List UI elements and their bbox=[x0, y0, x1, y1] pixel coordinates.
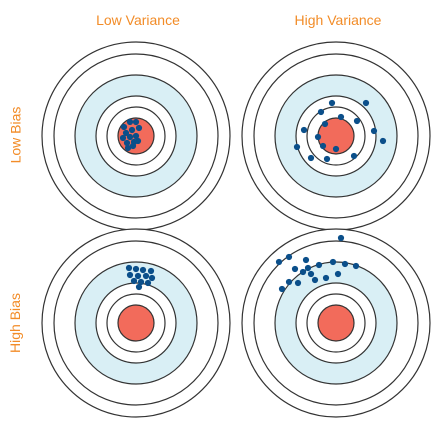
point bbox=[315, 261, 323, 269]
point bbox=[147, 267, 155, 275]
point bbox=[293, 143, 301, 151]
points-low-bias-low-variance bbox=[119, 118, 143, 152]
point bbox=[337, 234, 345, 242]
point bbox=[285, 278, 293, 286]
point bbox=[352, 262, 360, 270]
point bbox=[317, 108, 325, 116]
point bbox=[285, 253, 293, 261]
point bbox=[341, 260, 349, 268]
point bbox=[307, 154, 315, 162]
point bbox=[134, 272, 142, 280]
point bbox=[126, 133, 134, 141]
point bbox=[125, 264, 133, 272]
point bbox=[307, 270, 315, 278]
point bbox=[337, 113, 345, 121]
point bbox=[314, 133, 322, 141]
point bbox=[321, 120, 329, 128]
point bbox=[137, 278, 145, 286]
point bbox=[379, 137, 387, 145]
points-high-bias-low-variance bbox=[125, 264, 156, 291]
point bbox=[322, 274, 330, 282]
points-low-bias-high-variance bbox=[293, 99, 387, 163]
point bbox=[291, 265, 299, 273]
point bbox=[134, 137, 142, 145]
point bbox=[126, 118, 134, 126]
point bbox=[132, 132, 140, 140]
point bbox=[124, 144, 132, 152]
point bbox=[126, 271, 134, 279]
point bbox=[132, 118, 140, 126]
point bbox=[129, 142, 137, 150]
bullseye bbox=[317, 304, 355, 342]
target-high-bias-high-variance bbox=[241, 228, 431, 418]
target-low-bias-high-variance bbox=[241, 41, 431, 231]
point bbox=[319, 142, 327, 150]
point bbox=[299, 268, 307, 276]
point bbox=[135, 283, 143, 291]
point bbox=[142, 272, 150, 280]
point bbox=[135, 124, 143, 132]
point bbox=[323, 155, 331, 163]
point bbox=[304, 264, 312, 272]
column-label-high-variance: High Variance bbox=[294, 12, 382, 28]
point bbox=[120, 123, 128, 131]
point bbox=[130, 277, 138, 285]
point bbox=[353, 117, 361, 125]
point bbox=[132, 265, 140, 273]
point bbox=[302, 256, 310, 264]
point bbox=[122, 129, 130, 137]
target-low-bias-low-variance bbox=[41, 41, 231, 231]
point bbox=[329, 258, 337, 266]
point bbox=[128, 126, 136, 134]
column-label-low-variance: Low Variance bbox=[96, 12, 180, 28]
point bbox=[278, 285, 286, 293]
point bbox=[350, 152, 358, 160]
point bbox=[144, 279, 152, 287]
points-high-bias-high-variance bbox=[275, 234, 360, 293]
point bbox=[119, 134, 127, 142]
point bbox=[123, 139, 131, 147]
point bbox=[334, 270, 342, 278]
point bbox=[311, 276, 319, 284]
point bbox=[139, 266, 147, 274]
point bbox=[300, 126, 308, 134]
point bbox=[148, 274, 156, 282]
point bbox=[370, 127, 378, 135]
point bbox=[328, 99, 336, 107]
point bbox=[332, 145, 340, 153]
point bbox=[362, 99, 370, 107]
target-high-bias-low-variance bbox=[41, 228, 231, 418]
point bbox=[294, 279, 302, 287]
point bbox=[275, 258, 283, 266]
bullseye bbox=[117, 304, 155, 342]
